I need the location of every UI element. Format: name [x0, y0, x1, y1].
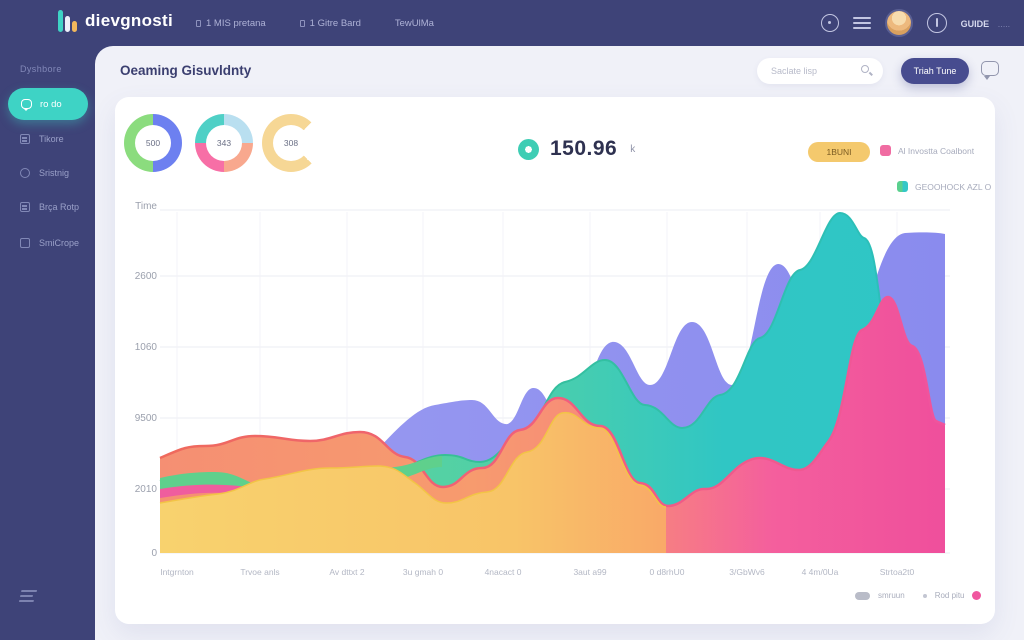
- series-orange-pink-stroke: [159, 295, 946, 508]
- chart-footer-legend: smruun Rod pitu: [855, 591, 982, 600]
- x-tick-label: 3u gmah 0: [402, 567, 444, 577]
- dashboard-card: 500 343 308 150.96 k 1BUNI Al Invostta C…: [115, 97, 995, 624]
- metric-suffix: k: [630, 143, 636, 155]
- donut-chart-3: 308: [262, 114, 320, 172]
- topnav-item-1[interactable]: 1 MIS pretana: [196, 18, 266, 29]
- main-content: Oeaming Gisuvldnty Triah Tune 500 343 30…: [95, 46, 1024, 640]
- topnav-item-3[interactable]: TewUlMa: [395, 18, 434, 29]
- legend-swatch-greenteal: [897, 181, 908, 192]
- footer-legend-dot: [922, 593, 927, 598]
- kpi-metric: 150.96 k: [518, 137, 635, 161]
- topnav-item-1-label: 1 MIS pretana: [206, 17, 266, 29]
- area-chart: Time 2600 1060 9500 2010 0: [115, 190, 995, 590]
- sidebar-item-brcarotp[interactable]: Brça Rotp: [20, 202, 79, 212]
- avatar[interactable]: [884, 9, 913, 37]
- legend-2-label: GEOOHOCK AZL O: [915, 181, 992, 192]
- nav-bullet-icon: [299, 19, 305, 27]
- sidebar-item-active[interactable]: ro do: [8, 88, 88, 120]
- donut-2-value: 343: [206, 125, 242, 161]
- chat-icon: [21, 99, 32, 111]
- y-tick-label: 1060: [134, 342, 157, 353]
- series-yellow-left: [160, 412, 666, 553]
- sidebar-item-tikore[interactable]: Tikore: [20, 134, 64, 144]
- topnav-item-3-label: TewUlMa: [394, 17, 434, 29]
- x-tick-label: 4nacact 0: [484, 567, 522, 577]
- top-navigation: 1 MIS pretana 1 Gitre Bard TewUlMa: [196, 0, 434, 46]
- report-icon: [20, 202, 30, 212]
- footer-legend-swatch-gray: [855, 591, 870, 600]
- settings-icon: [20, 238, 30, 248]
- x-tick-label: Intgrnton: [160, 567, 194, 577]
- legend-swatch-pink: [880, 145, 891, 156]
- donut-1-value: 500: [135, 125, 171, 161]
- search-icon[interactable]: [861, 65, 869, 73]
- footer-legend-1-label: smruun: [878, 591, 905, 600]
- sidebar-collapse-icon[interactable]: [18, 590, 38, 602]
- x-tick-label: 3aut a99: [573, 567, 607, 577]
- donut-chart-2: 343: [195, 114, 253, 172]
- target-icon[interactable]: [820, 14, 839, 32]
- y-tick-label: 2010: [134, 484, 157, 495]
- sidebar-item-label: Sristnig: [39, 168, 70, 178]
- topbar-actions: GUIDE …..: [820, 0, 1010, 46]
- legend-1-label: Al Invostta Coalbont: [898, 145, 975, 156]
- sidebar-item-label: SmiCrope: [39, 238, 80, 248]
- sidebar-item-active-label: ro do: [40, 98, 62, 110]
- y-tick-label: 2600: [134, 271, 157, 282]
- x-tick-label: Av dttxt 2: [329, 567, 365, 577]
- page-title: Oeaming Gisuvldnty: [120, 63, 252, 78]
- area-chart-svg: [158, 209, 950, 557]
- y-tick-label: 0: [151, 548, 157, 559]
- user-name: GUIDE: [960, 19, 990, 29]
- footer-legend-swatch-pink: [972, 591, 982, 600]
- series-yellow-stroke: [159, 412, 667, 508]
- chat-bubble-icon[interactable]: [981, 61, 999, 80]
- sidebar-item-label: Brça Rotp: [39, 202, 80, 212]
- user-menu[interactable]: GUIDE …..: [961, 14, 1010, 32]
- notification-icon[interactable]: [926, 13, 947, 33]
- sidebar: Dyshbore ro do Tikore Sristnig Brça Rotp…: [0, 46, 95, 640]
- y-tick-label: 9500: [134, 413, 157, 424]
- x-tick-label: Strtoa2t0: [879, 567, 915, 577]
- x-tick-label: Trvoe anls: [240, 567, 280, 577]
- metric-coin-icon: [518, 138, 539, 160]
- x-tick-label: 4 4m/0Ua: [801, 567, 839, 577]
- user-sub: …..: [997, 20, 1010, 29]
- brand-logo[interactable]: dievgnosti: [58, 10, 173, 32]
- sidebar-item-sristnig[interactable]: Sristnig: [20, 168, 69, 178]
- topbar: dievgnosti 1 MIS pretana 1 Gitre Bard Te…: [0, 0, 1024, 46]
- store-icon: [20, 134, 30, 144]
- brand-logo-icon: [58, 10, 77, 32]
- metric-value: 150.96: [550, 137, 618, 160]
- sidebar-item-label: Tikore: [39, 134, 64, 144]
- sidebar-section-label: Dyshbore: [20, 64, 62, 74]
- nav-bullet-icon: [196, 19, 201, 27]
- brand-name: dievgnosti: [85, 11, 174, 30]
- legend-item-2: GEOOHOCK AZL O: [897, 181, 991, 192]
- status-badge[interactable]: 1BUNI: [808, 142, 870, 162]
- donut-chart-1: 500: [124, 114, 182, 172]
- stats-icon: [20, 168, 30, 178]
- sidebar-item-smicrope[interactable]: SmiCrope: [20, 238, 79, 248]
- x-tick-label: 0 d8rhU0: [649, 567, 685, 577]
- topnav-item-2[interactable]: 1 Gitre Bard: [299, 17, 361, 29]
- donut-3-value: 308: [273, 125, 309, 161]
- menu-icon[interactable]: [852, 17, 871, 29]
- primary-action-button[interactable]: Triah Tune: [901, 58, 969, 84]
- legend-item-1: Al Invostta Coalbont: [880, 145, 974, 156]
- footer-legend-2-label: Rod pitu: [934, 591, 965, 600]
- topnav-item-2-label: 1 Gitre Bard: [309, 17, 361, 29]
- x-tick-label: 3/GbWv6: [729, 567, 765, 577]
- y-axis-title: Time: [135, 201, 157, 212]
